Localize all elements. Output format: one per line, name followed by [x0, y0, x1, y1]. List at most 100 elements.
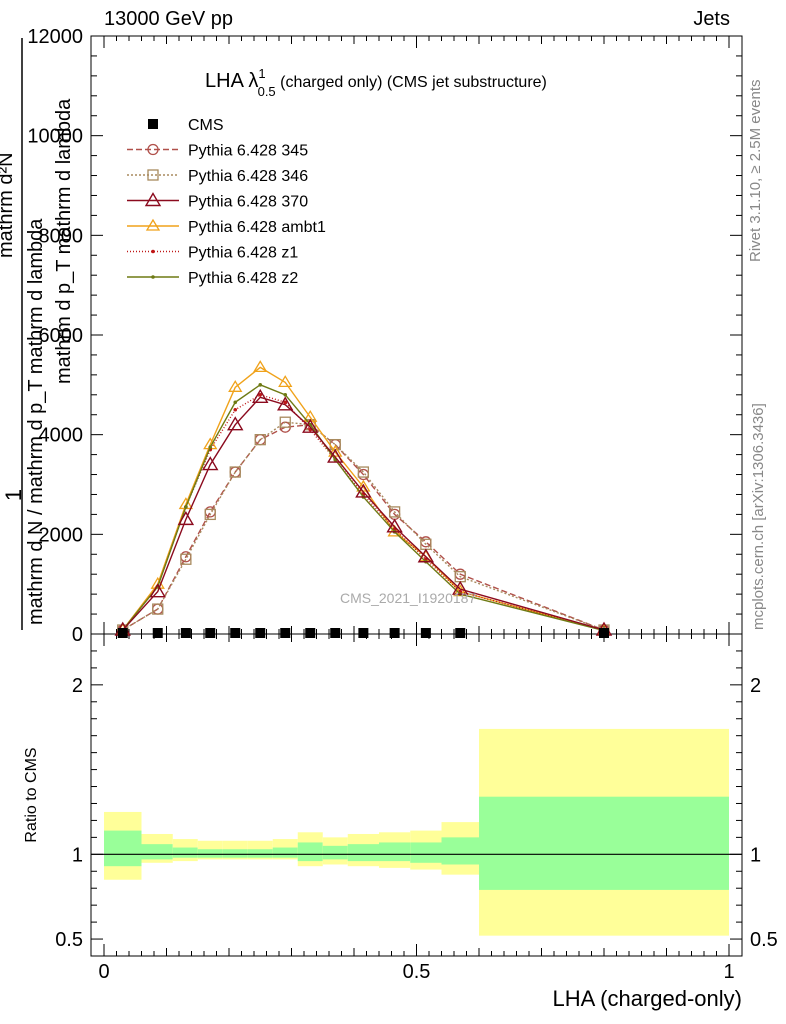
- point-cms-13: [599, 628, 609, 638]
- point-z2-3: [208, 445, 213, 449]
- point-p346-4: [229, 466, 241, 478]
- legend-marker-p370: [144, 192, 162, 207]
- legend-label-z1: Pythia 6.428 z1: [188, 245, 298, 262]
- ratio-ytick-label-right-0: 0.5: [750, 929, 778, 951]
- legend-label-p370: Pythia 6.428 370: [188, 194, 308, 211]
- ratio-band-inner-2: [172, 847, 198, 858]
- point-cms-6: [280, 628, 291, 638]
- point-cms-11: [420, 628, 431, 638]
- legend-label-z2: Pythia 6.428 z2: [188, 270, 298, 287]
- point-p346-2: [180, 553, 192, 565]
- point-z1-6: [283, 400, 288, 405]
- xtick-label-2: 1: [723, 961, 734, 983]
- point-p370-6: [277, 396, 294, 411]
- point-z2-6: [283, 393, 288, 397]
- point-p370-3: [202, 456, 219, 471]
- point-cms-1: [152, 628, 163, 638]
- mcplots-label: mcplots.cern.ch [arXiv:1306.3436]: [750, 403, 767, 630]
- legend-marker-z2: [151, 275, 155, 279]
- point-ambt1-4: [228, 380, 243, 392]
- point-z1-5: [258, 393, 263, 397]
- y-axis-label-denominator: mathrm d N / mathrm d p_T mathrm d lambd…: [25, 218, 47, 625]
- ratio-ytick-label-right-2: 2: [750, 675, 761, 697]
- ratio-ytick-label-2: 2: [72, 675, 83, 697]
- point-cms-12: [455, 628, 466, 638]
- ratio-band-inner-13: [479, 796, 729, 890]
- rivet-label: Rivet 3.1.10, ≥ 2.5M events: [747, 80, 764, 263]
- ratio-band-inner-9: [347, 844, 379, 862]
- ratio-band-inner-7: [297, 842, 323, 862]
- ratio-frame: 0.5 0.5 1 1 2 2 0 0.5 1: [55, 633, 778, 983]
- header-right: Jets: [693, 8, 730, 30]
- main-ytick-label-5: 10000: [27, 126, 83, 148]
- point-cms-3: [205, 628, 216, 638]
- point-p370-11: [417, 548, 435, 563]
- point-p346-9: [357, 466, 370, 478]
- header-left: 13000 GeV pp: [104, 8, 233, 30]
- point-cms-7: [305, 628, 316, 638]
- legend-label-p345: Pythia 6.428 345: [188, 143, 308, 160]
- ratio-band-inner-8: [322, 845, 348, 860]
- point-z2-5: [258, 383, 263, 387]
- series-line-z2: [122, 384, 605, 632]
- point-p346-3: [204, 508, 216, 521]
- point-p370-1: [149, 583, 166, 598]
- legend-marker-ambt1: [145, 218, 161, 231]
- legend-marker-z1: [151, 249, 155, 254]
- ratio-band-inner-1: [141, 844, 173, 860]
- xtick-label-0: 0: [98, 961, 109, 983]
- point-p370-10: [386, 518, 403, 533]
- point-p346-5: [254, 433, 266, 446]
- main-ytick-label-0: 0: [72, 624, 83, 646]
- ratio-band-inner-11: [410, 842, 442, 863]
- point-p370-4: [227, 416, 244, 431]
- point-p370-7: [302, 418, 319, 433]
- point-cms-10: [389, 628, 400, 638]
- legend-marker-p345: [147, 143, 159, 156]
- ratio-band-inner-12: [441, 837, 479, 865]
- series-cms: [117, 628, 609, 638]
- main-ytick-label-1: 2000: [39, 524, 84, 546]
- main-ytick-label-6: 12000: [27, 26, 83, 48]
- point-p370-2: [177, 510, 195, 526]
- legend-label-ambt1: Pythia 6.428 ambt1: [188, 219, 326, 236]
- point-z1-4: [233, 407, 238, 412]
- point-cms-2: [180, 628, 191, 638]
- x-axis-label: LHA (charged-only): [552, 986, 742, 1011]
- y-axis-label-numerator-one: 1: [1, 489, 26, 501]
- point-p370-8: [327, 448, 344, 463]
- series-line-p345: [122, 423, 605, 631]
- point-p370-9: [355, 483, 372, 498]
- point-z2-4: [233, 400, 238, 405]
- point-p370-5: [252, 388, 269, 403]
- ratio-bands: [104, 728, 729, 936]
- main-frame: 0 2000 4000 6000 8000 10000 12000: [27, 26, 743, 646]
- xtick-label-1: 0.5: [403, 961, 431, 983]
- legend-label-cms: CMS: [188, 117, 224, 134]
- ratio-ytick-label-1: 1: [72, 844, 83, 866]
- point-cms-5: [255, 628, 266, 638]
- main-ytick-label-3: 6000: [39, 325, 84, 347]
- ratio-ytick-label-0: 0.5: [55, 929, 83, 951]
- legend-marker-cms: [148, 119, 158, 129]
- legend-marker-p346: [147, 169, 159, 181]
- chart-title: LHA λ1 0.5 (charged only) (CMS jet substr…: [205, 66, 547, 99]
- ratio-band-inner-4: [222, 849, 248, 858]
- ratio-band-inner-3: [197, 849, 223, 858]
- point-cms-8: [330, 628, 341, 638]
- point-z2-2: [184, 505, 188, 509]
- ratio-band-inner-5: [247, 849, 273, 858]
- ratio-band-inner-10: [379, 842, 411, 862]
- point-cms-0: [117, 628, 128, 638]
- point-p346-6: [279, 416, 291, 428]
- legend: CMS Pythia 6.428 345 Pythia 6.428 346 Pythi…: [127, 117, 326, 287]
- point-p346-10: [388, 506, 401, 518]
- ratio-y-axis-label: Ratio to CMS: [23, 747, 40, 842]
- point-cms-9: [358, 628, 369, 638]
- labels: LHA λ1 0.5 (charged only) (CMS jet substr…: [0, 38, 767, 1011]
- y-axis-label-top: mathrm d²N: [0, 152, 17, 258]
- ratio-band-inner-0: [104, 830, 142, 867]
- point-ambt1-5: [253, 360, 268, 373]
- point-p370-12: [452, 580, 469, 595]
